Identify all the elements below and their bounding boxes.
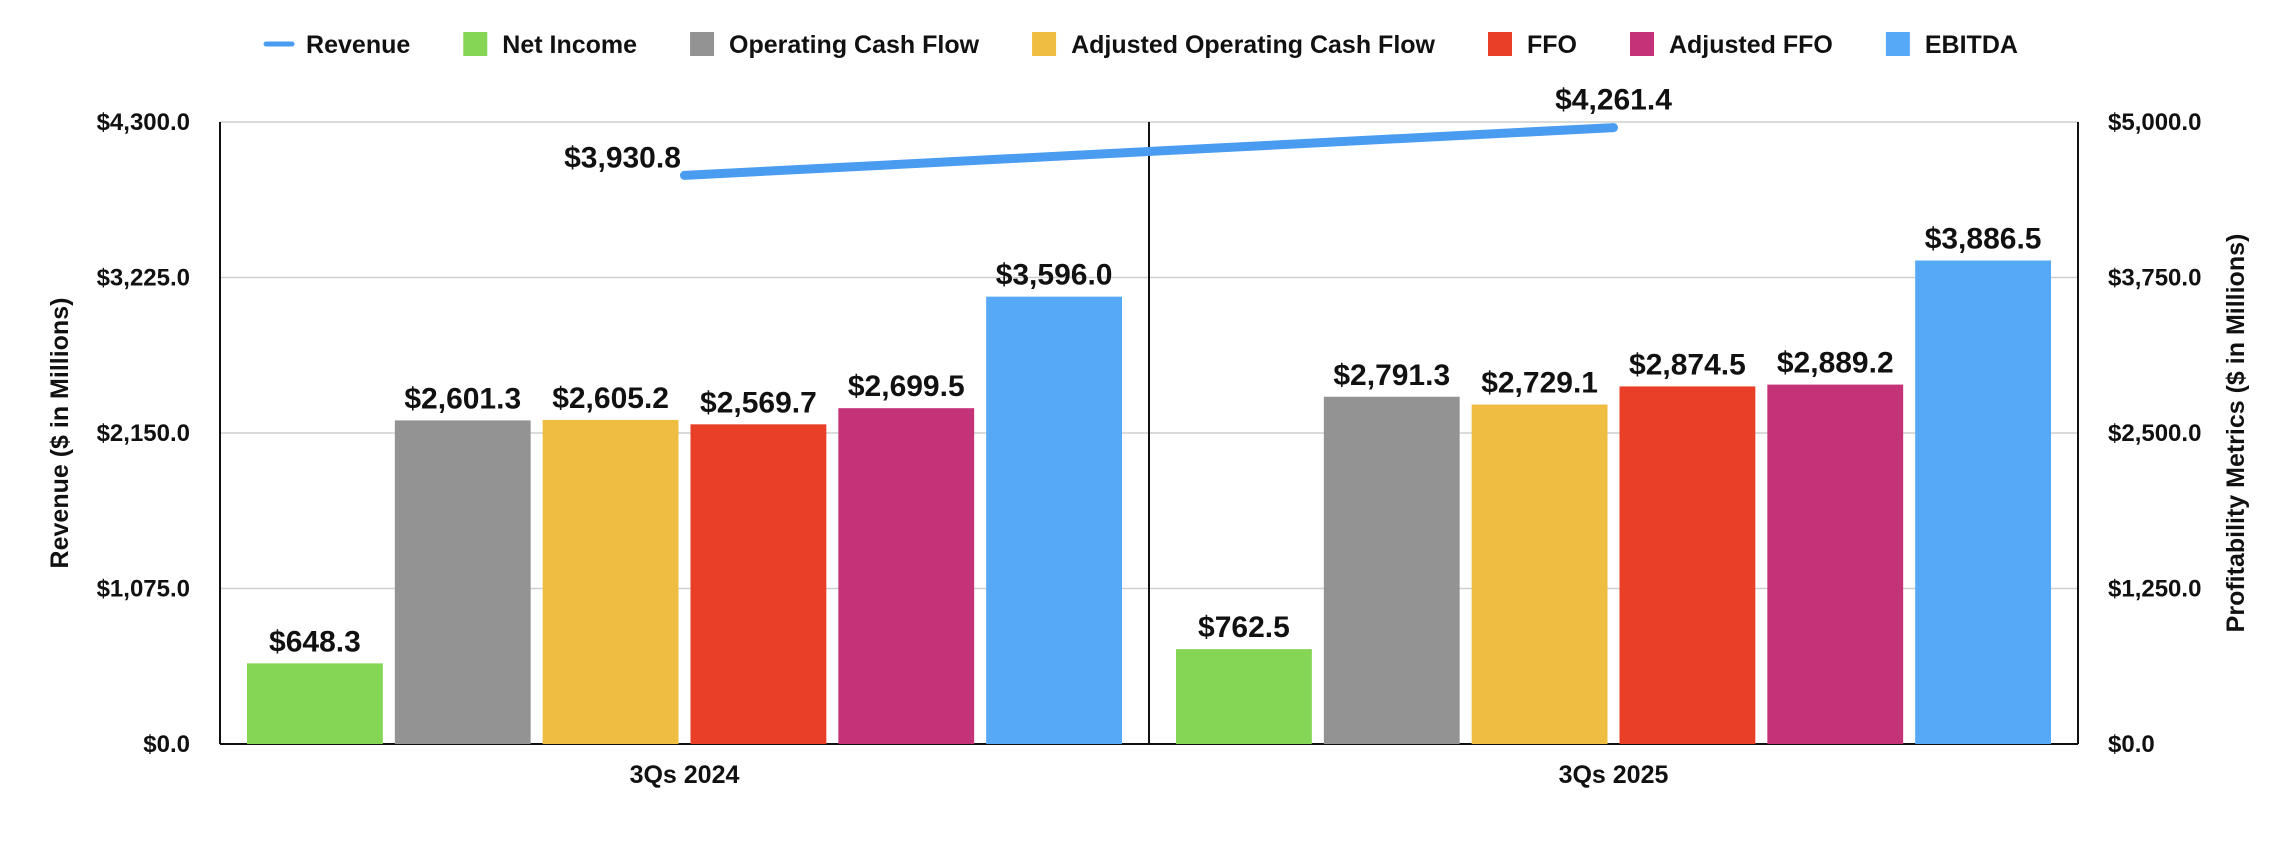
- right-tick-label: $0.0: [2108, 731, 2155, 758]
- bar-adjusted-operating-cash-flow: [543, 420, 679, 744]
- bar-value-label: $3,596.0: [996, 259, 1113, 292]
- legend-marker-net-income: [463, 32, 487, 56]
- bar-value-label: $2,791.3: [1333, 359, 1450, 392]
- left-tick-label: $2,150.0: [97, 420, 190, 447]
- right-tick-label: $5,000.0: [2108, 109, 2201, 136]
- legend-label: Net Income: [502, 31, 637, 59]
- left-tick-label: $0.0: [143, 731, 190, 758]
- line-value-label: $3,930.8: [564, 141, 681, 174]
- left-tick-label: $4,300.0: [97, 109, 190, 136]
- bar-value-label: $2,889.2: [1777, 347, 1894, 380]
- bar-ffo: [1620, 386, 1756, 744]
- bar-ffo: [691, 424, 827, 744]
- line-value-label: $4,261.4: [1555, 84, 1672, 117]
- legend-marker-adjusted-operating-cash-flow: [1032, 32, 1056, 56]
- bar-value-label: $3,886.5: [1925, 223, 2042, 256]
- bar-adjusted-operating-cash-flow: [1472, 404, 1608, 744]
- bar-value-label: $2,729.1: [1481, 366, 1598, 399]
- bar-value-label: $2,874.5: [1629, 348, 1746, 381]
- bar-value-label: $2,569.7: [700, 386, 817, 419]
- bar-adjusted-ffo: [838, 408, 974, 744]
- legend-marker-adjusted-ffo: [1630, 32, 1654, 56]
- left-tick-label: $1,075.0: [97, 576, 190, 603]
- right-axis-title: Profitability Metrics ($ in Millions): [2222, 234, 2250, 633]
- left-tick-label: $3,225.0: [97, 265, 190, 292]
- legend-label: Revenue: [306, 31, 410, 59]
- bar-value-label: $2,699.5: [848, 370, 965, 403]
- left-axis-title: Revenue ($ in Millions): [46, 298, 74, 569]
- legend-label: Adjusted FFO: [1669, 31, 1833, 59]
- bar-ebitda: [1915, 261, 2051, 744]
- legend-label: Adjusted Operating Cash Flow: [1071, 31, 1435, 59]
- category-label: 3Qs 2025: [1559, 761, 1669, 789]
- bar-adjusted-ffo: [1767, 385, 1903, 744]
- legend-label: Operating Cash Flow: [729, 31, 980, 59]
- bar-net-income: [1176, 649, 1312, 744]
- right-tick-label: $1,250.0: [2108, 576, 2201, 603]
- bar-value-label: $2,601.3: [404, 382, 521, 415]
- bar-ebitda: [986, 297, 1122, 744]
- bar-value-label: $648.3: [269, 625, 361, 658]
- bar-value-label: $762.5: [1198, 611, 1290, 644]
- bar-operating-cash-flow: [395, 420, 531, 744]
- right-tick-label: $3,750.0: [2108, 265, 2201, 292]
- legend-label: EBITDA: [1925, 31, 2018, 59]
- legend-label: FFO: [1527, 31, 1577, 59]
- legend-marker-operating-cash-flow: [690, 32, 714, 56]
- legend-marker-ebitda: [1886, 32, 1910, 56]
- legend-marker-ffo: [1488, 32, 1512, 56]
- category-label: 3Qs 2024: [630, 761, 740, 789]
- bar-value-label: $2,605.2: [552, 382, 669, 415]
- right-tick-label: $2,500.0: [2108, 420, 2201, 447]
- bar-net-income: [247, 663, 383, 744]
- bar-operating-cash-flow: [1324, 397, 1460, 744]
